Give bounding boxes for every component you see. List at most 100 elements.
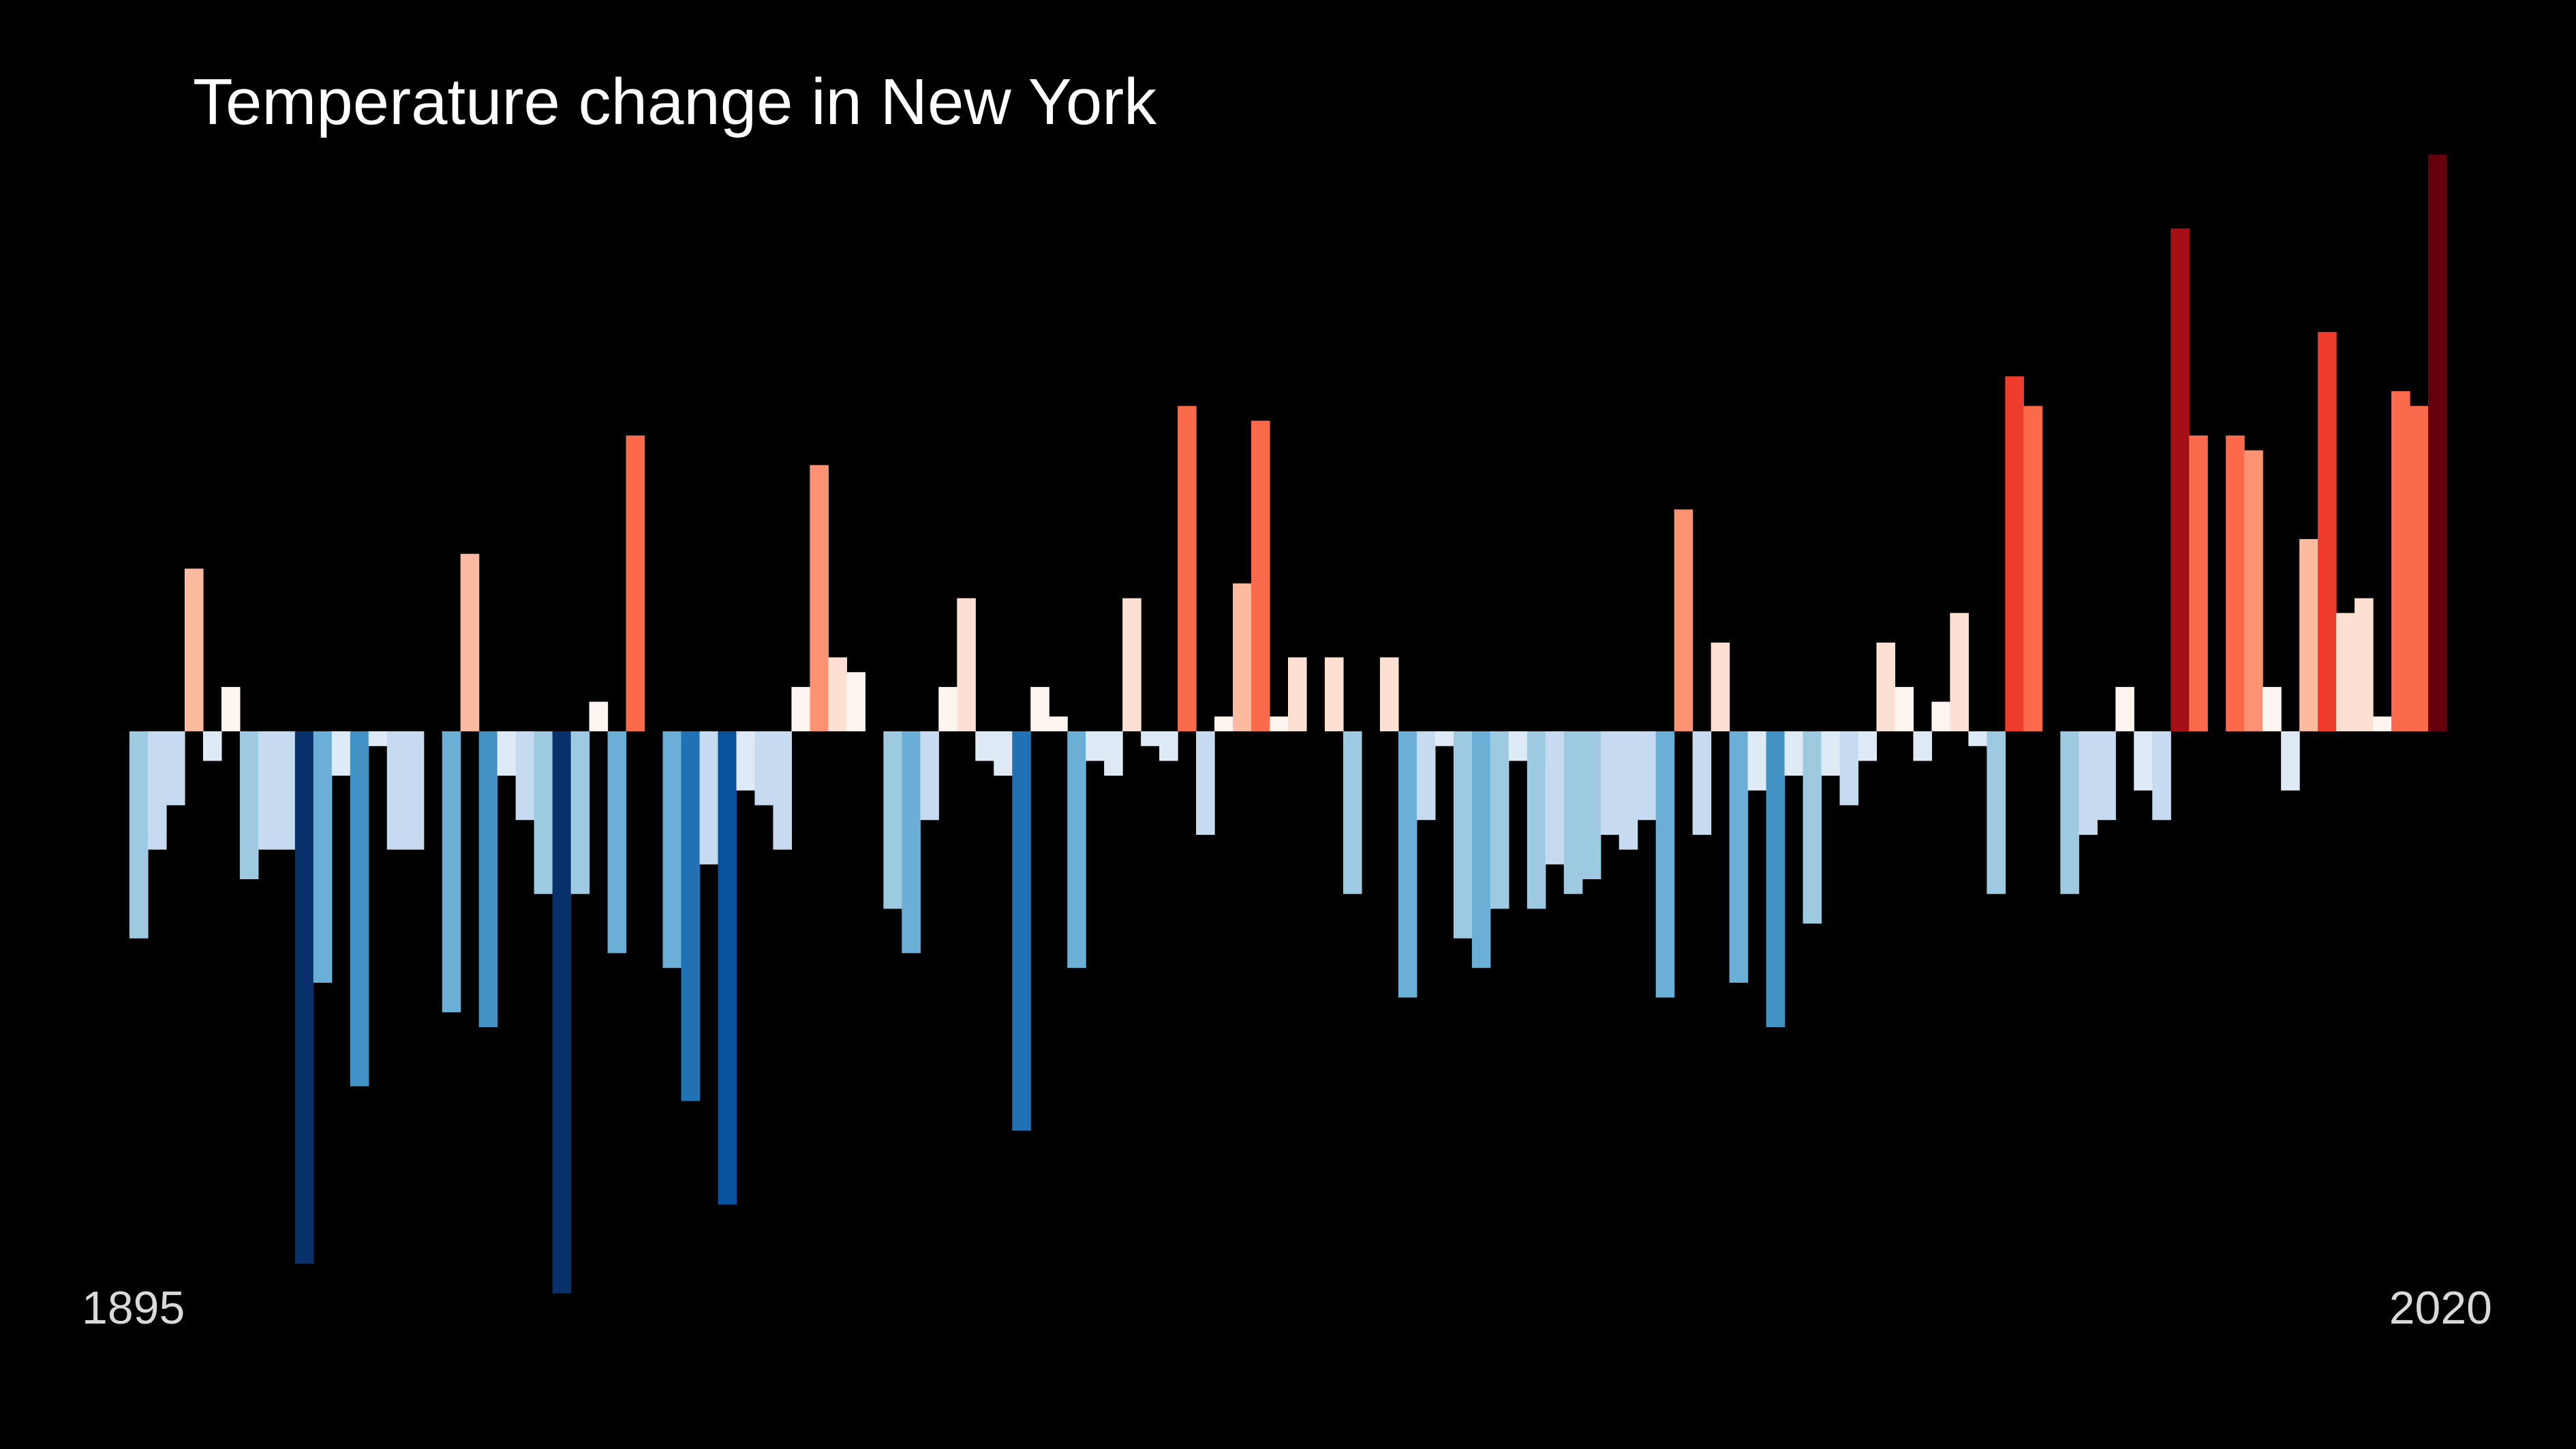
bar-1942: [994, 731, 1013, 776]
bar-2020: [2428, 154, 2447, 731]
bar-1975: [1600, 731, 1620, 835]
x-end-label: 2020: [2389, 1282, 2492, 1334]
bar-1896: [147, 731, 167, 850]
bar-2000: [2060, 731, 2079, 894]
bar-1904: [294, 731, 314, 1264]
bar-1965: [1416, 731, 1436, 821]
bar-1982: [1729, 731, 1749, 983]
bar-1950: [1141, 731, 1160, 746]
bar-1998: [2023, 406, 2042, 731]
bar-1974: [1582, 731, 1601, 879]
bar-2007: [2189, 436, 2208, 731]
bar-2012: [2281, 731, 2300, 791]
bar-1915: [497, 731, 517, 776]
bar-1989: [1858, 731, 1877, 761]
chart-title: Temperature change in New York: [193, 65, 1157, 138]
bar-1977: [1637, 731, 1657, 821]
bar-1984: [1766, 731, 1785, 1027]
bar-1997: [2005, 376, 2024, 731]
bar-1897: [166, 731, 185, 806]
bar-1953: [1196, 731, 1215, 835]
bar-1926: [699, 731, 719, 865]
bar-1972: [1545, 731, 1565, 865]
bar-1920: [589, 701, 609, 731]
bar-1906: [331, 731, 351, 776]
bar-1948: [1104, 731, 1123, 776]
bar-2010: [2244, 450, 2263, 731]
bar-2015: [2336, 613, 2355, 731]
bar-1913: [460, 553, 480, 731]
bar-1992: [1913, 731, 1933, 761]
bar-1932: [810, 465, 829, 731]
bar-1938: [920, 731, 939, 821]
bar-1943: [1012, 731, 1031, 1131]
bar-1960: [1324, 657, 1344, 731]
bar-2005: [2152, 731, 2171, 821]
x-start-label: 1895: [82, 1282, 185, 1334]
bar-1908: [368, 731, 388, 746]
bar-1936: [883, 731, 902, 909]
bar-1966: [1435, 731, 1454, 746]
bar-1963: [1379, 657, 1399, 731]
bar-1990: [1876, 642, 1896, 731]
bar-2009: [2226, 436, 2245, 731]
bar-1928: [736, 731, 756, 791]
bar-1969: [1490, 731, 1509, 909]
bar-1917: [534, 731, 553, 894]
bar-1912: [442, 731, 461, 1013]
bar-1988: [1839, 731, 1859, 806]
bar-2019: [2410, 406, 2429, 731]
bar-1968: [1471, 731, 1491, 968]
bar-1986: [1803, 731, 1822, 924]
bar-2014: [2318, 332, 2337, 732]
bar-1978: [1655, 731, 1675, 998]
bar-1981: [1711, 642, 1730, 731]
bar-1895: [129, 731, 149, 939]
bar-1994: [1950, 613, 1969, 731]
bar-1899: [202, 731, 222, 761]
bar-1939: [938, 686, 957, 731]
bar-1909: [386, 731, 406, 850]
bar-1941: [975, 731, 994, 761]
bar-1964: [1398, 731, 1417, 998]
bar-1973: [1563, 731, 1583, 894]
bar-1921: [607, 731, 627, 954]
bar-1922: [626, 436, 645, 731]
bar-1944: [1030, 686, 1049, 731]
bar-1983: [1747, 731, 1767, 791]
bar-1901: [239, 731, 259, 879]
bar-1970: [1508, 731, 1528, 761]
bar-1995: [1968, 731, 1987, 746]
bar-1996: [1987, 731, 2006, 894]
bar-1898: [184, 568, 204, 731]
bar-1907: [350, 731, 369, 1086]
bar-1914: [478, 731, 498, 1027]
bar-2017: [2373, 716, 2392, 731]
bar-1931: [791, 686, 811, 731]
bar-1905: [313, 731, 333, 983]
bar-1940: [957, 598, 976, 731]
bar-1980: [1692, 731, 1712, 835]
bar-2013: [2299, 538, 2318, 731]
bar-1961: [1343, 731, 1362, 894]
bar-1955: [1233, 583, 1252, 731]
bar-1957: [1270, 716, 1289, 731]
bar-1927: [718, 731, 737, 1205]
bar-1934: [846, 672, 865, 731]
bar-1918: [552, 731, 572, 1294]
bar-1933: [828, 657, 847, 731]
bar-1916: [515, 731, 535, 821]
bar-1919: [570, 731, 590, 894]
bar-1946: [1067, 731, 1086, 968]
bar-1910: [405, 731, 425, 850]
bar-1991: [1895, 686, 1914, 731]
bar-1900: [221, 686, 241, 731]
bar-1952: [1178, 406, 1197, 731]
bar-1925: [681, 731, 701, 1101]
bar-1985: [1784, 731, 1804, 776]
bar-2003: [2115, 686, 2134, 731]
bar-2001: [2079, 731, 2098, 835]
bar-2016: [2355, 598, 2374, 731]
bar-1947: [1086, 731, 1105, 761]
